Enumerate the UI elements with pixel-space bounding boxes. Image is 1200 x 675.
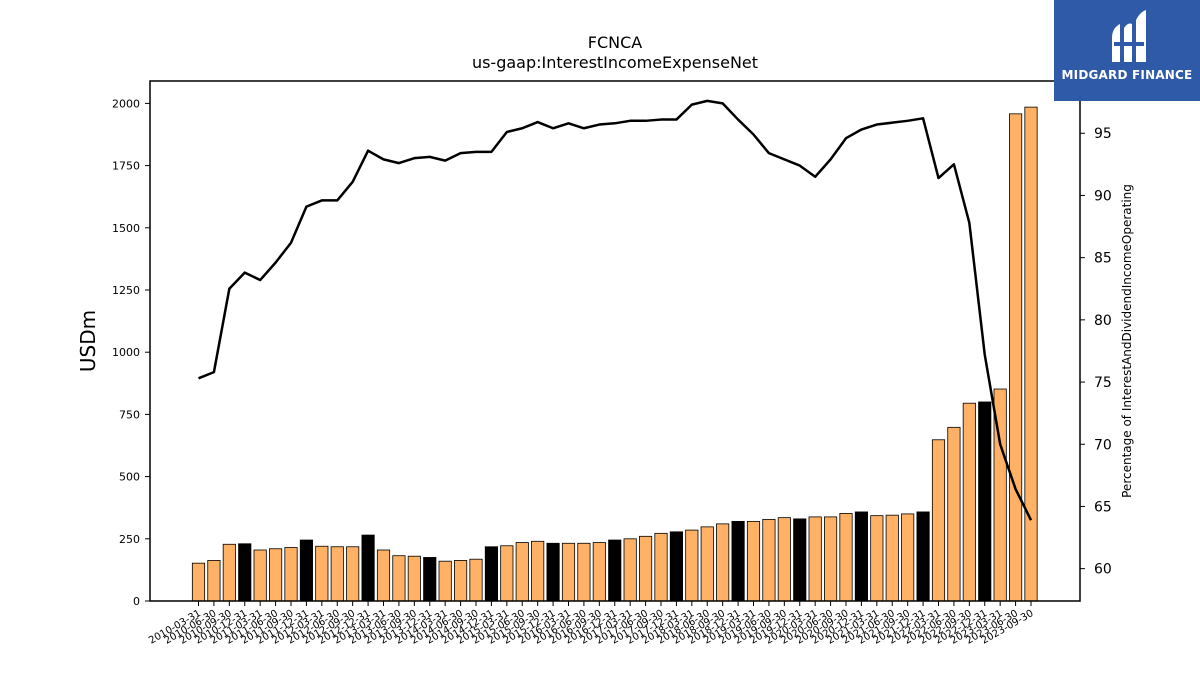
y2-axis-label: Percentage of InterestAndDividendIncomeO… <box>1120 184 1134 498</box>
chart-title: FCNCA <box>588 33 643 52</box>
series-line <box>198 99 1033 521</box>
bar <box>639 535 653 602</box>
bar <box>346 546 360 602</box>
bar <box>454 560 468 602</box>
y-axis-right: 60 65 70 75 80 85 90 95 <box>1080 126 1112 578</box>
bar <box>731 520 745 602</box>
bar <box>931 439 946 602</box>
y-tick-label: 750 <box>119 408 140 421</box>
y-tick-label: 500 <box>119 471 140 484</box>
bar <box>561 542 576 602</box>
bar <box>191 562 206 602</box>
y-tick-label: 1500 <box>112 222 140 235</box>
bar <box>207 560 221 602</box>
line-layer <box>198 99 1033 521</box>
y2-tick-label: 65 <box>1094 499 1112 515</box>
bar <box>947 426 961 602</box>
midgard-logo-icon <box>1112 10 1146 62</box>
y-axis-left: 0 250 500 750 1000 1250 1500 1750 2000 <box>112 97 150 608</box>
bar <box>669 531 683 602</box>
bar <box>361 534 375 602</box>
bar <box>531 540 545 602</box>
bar <box>469 558 483 602</box>
bar <box>376 549 391 602</box>
bar <box>716 523 730 602</box>
bar <box>978 401 992 602</box>
y2-tick-label: 90 <box>1094 188 1112 204</box>
bar <box>623 538 637 602</box>
logo-text: MIDGARD FINANCE <box>1061 68 1193 82</box>
bar <box>839 513 853 602</box>
bar <box>392 555 406 602</box>
bar <box>253 549 267 602</box>
bar <box>299 539 313 602</box>
bar <box>284 547 298 602</box>
bar <box>870 515 884 602</box>
bar <box>407 555 421 602</box>
y-axis-label: USDm <box>76 310 100 372</box>
bar <box>962 402 976 602</box>
y-tick-label: 1250 <box>112 284 140 297</box>
y-tick-label: 1750 <box>112 160 140 173</box>
bar <box>330 546 344 602</box>
bar <box>746 520 761 602</box>
bar <box>222 543 236 602</box>
bar <box>515 542 529 602</box>
y2-tick-label: 70 <box>1094 437 1112 453</box>
y-tick-label: 250 <box>119 533 140 546</box>
bar <box>1024 106 1038 602</box>
brand-logo: MIDGARD FINANCE <box>1054 0 1200 101</box>
bar <box>654 532 668 602</box>
y2-tick-label: 95 <box>1094 126 1112 142</box>
bar <box>238 543 252 602</box>
bar <box>685 529 699 602</box>
bar <box>1009 113 1023 602</box>
bar <box>577 542 591 602</box>
chart-subtitle: us-gaap:InterestIncomeExpenseNet <box>472 53 758 72</box>
bar <box>901 513 915 602</box>
bar <box>700 526 714 602</box>
bar <box>777 517 791 602</box>
y-tick-label: 2000 <box>112 97 140 110</box>
bar <box>762 518 776 602</box>
bar <box>793 518 807 602</box>
x-axis: 2010-03-312010-06-302010-09-302010-12-31… <box>147 601 1036 647</box>
bar <box>824 516 838 602</box>
y2-tick-label: 80 <box>1094 313 1112 329</box>
y-tick-label: 0 <box>133 595 140 608</box>
bar <box>885 514 899 602</box>
bar <box>500 545 514 602</box>
bar <box>484 546 498 602</box>
y2-tick-label: 85 <box>1094 251 1112 267</box>
bar <box>315 545 329 602</box>
bar <box>423 557 437 602</box>
bar <box>592 542 606 602</box>
y2-tick-label: 60 <box>1094 562 1112 578</box>
bar <box>916 511 930 602</box>
bar <box>854 511 868 602</box>
bar <box>438 560 452 602</box>
y-tick-label: 1000 <box>112 346 140 359</box>
bar <box>608 539 622 602</box>
bar <box>808 516 822 602</box>
bar <box>546 542 560 602</box>
bars-layer <box>191 106 1038 602</box>
bar <box>269 548 283 602</box>
y2-tick-label: 75 <box>1094 375 1112 391</box>
